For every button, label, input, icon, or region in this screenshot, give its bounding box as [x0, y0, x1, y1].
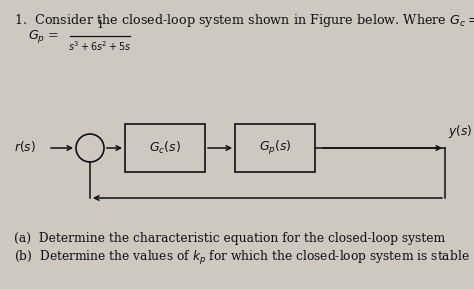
Text: 1.  Consider the closed-loop system shown in Figure below. Where $G_c = k_p$; an: 1. Consider the closed-loop system shown…: [14, 13, 474, 31]
Text: $s^3+6s^2+5s$: $s^3+6s^2+5s$: [68, 39, 132, 53]
Text: $y(s)$: $y(s)$: [448, 123, 473, 140]
Text: $r(s)$: $r(s)$: [14, 140, 36, 155]
Text: (a)  Determine the characteristic equation for the closed-loop system: (a) Determine the characteristic equatio…: [14, 232, 445, 245]
Text: $G_p$ =: $G_p$ =: [28, 27, 61, 45]
Text: 1: 1: [96, 20, 103, 30]
Bar: [235, 124, 315, 172]
Text: (b)  Determine the values of $k_p$ for which the closed-loop system is stable: (b) Determine the values of $k_p$ for wh…: [14, 249, 470, 267]
Bar: [125, 124, 205, 172]
Text: $G_p(s)$: $G_p(s)$: [259, 139, 292, 157]
Text: $G_c(s)$: $G_c(s)$: [149, 140, 181, 156]
